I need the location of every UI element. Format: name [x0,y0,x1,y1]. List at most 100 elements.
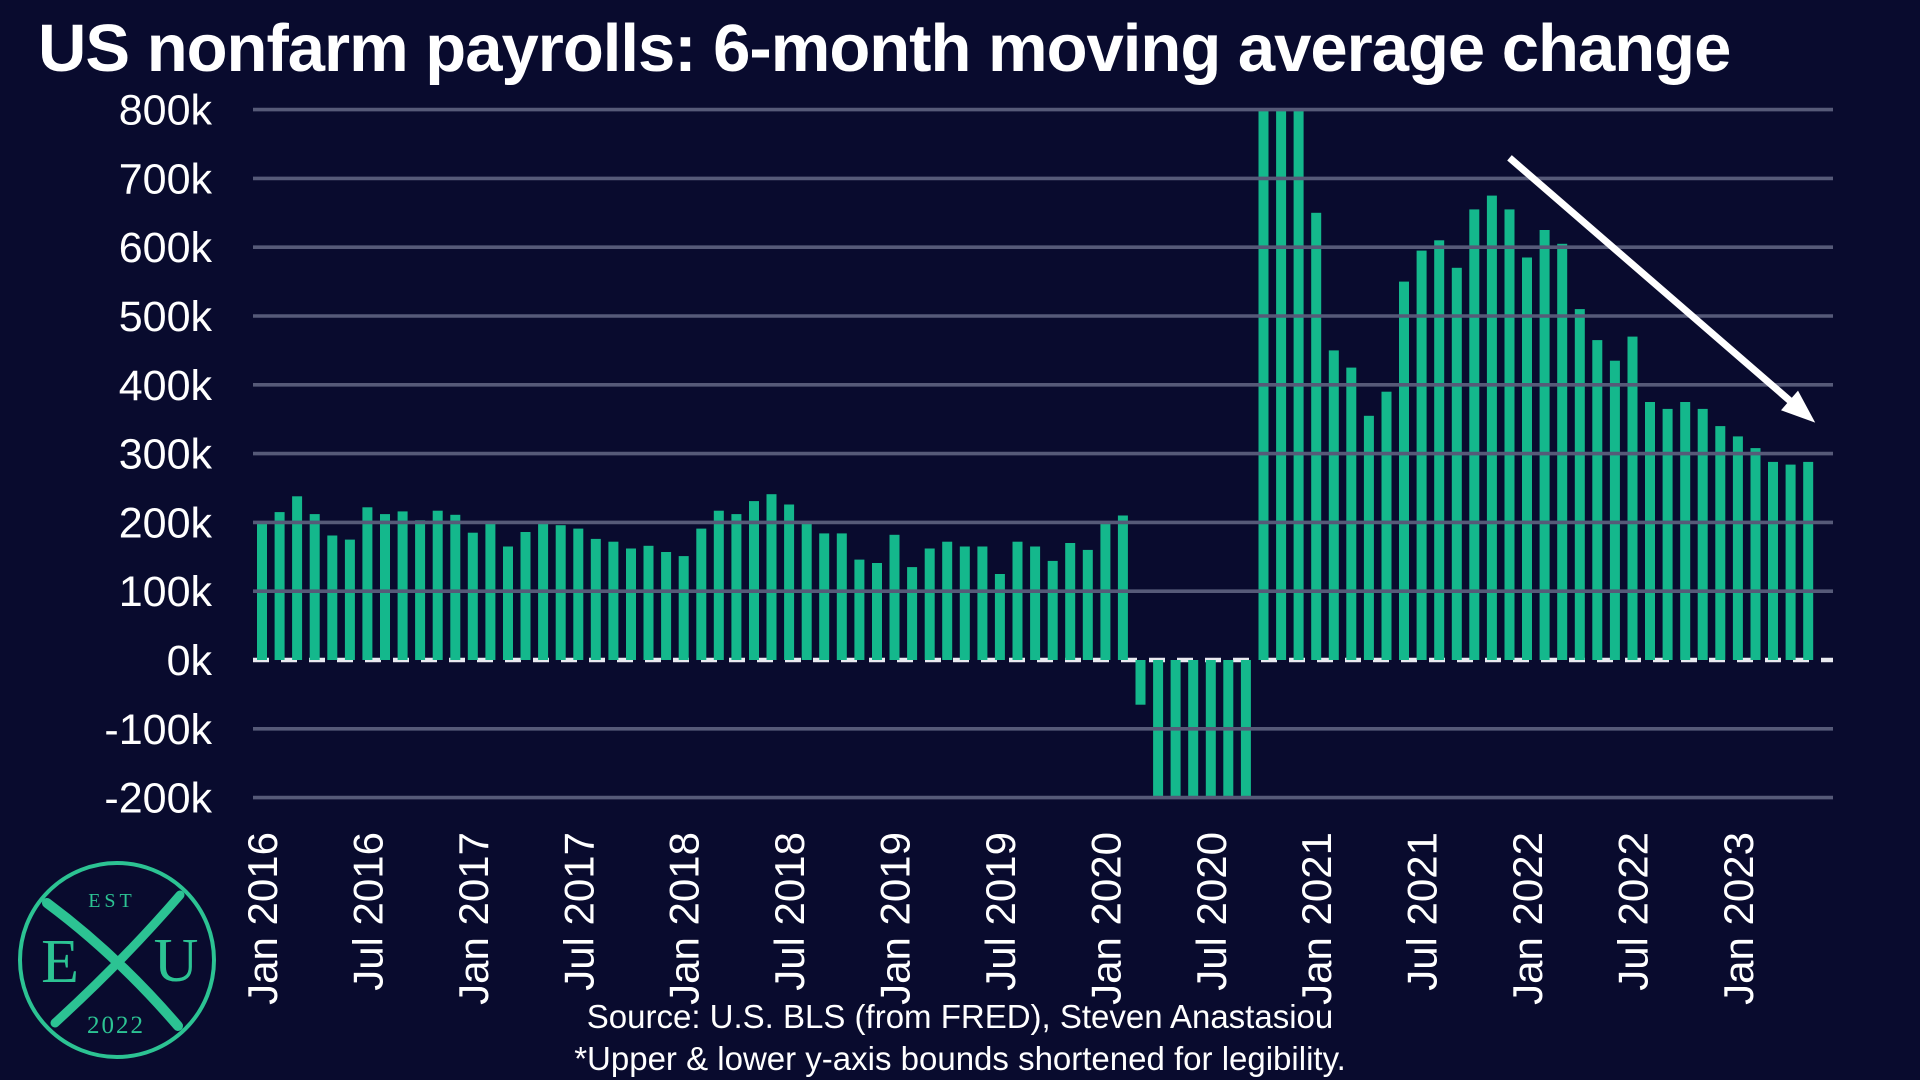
bar-may-2018 [749,501,759,660]
bar-sep-2016 [397,511,408,660]
bar-oct-2021 [1469,209,1480,660]
y-tick-label: 400k [119,362,213,410]
y-axis-labels: 800k 700k 600k 500k 400k 300k 200k 100k 0k -100k -… [104,87,212,823]
bar-oct-2022 [1680,402,1691,660]
bar-sep-2017 [608,541,619,660]
bar-nov-2019 [1065,543,1076,660]
bar-nov-2021 [1486,195,1497,660]
x-tick-label: Jan 2016 [239,832,286,1005]
bar-may-2022 [1592,340,1603,660]
bar-dec-2016 [450,514,461,660]
bar-sep-2018 [819,533,830,660]
source-text: Source: U.S. BLS (from FRED), Steven Ana… [586,998,1334,1035]
y-tick-label: 500k [119,293,213,341]
bar-jun-2018 [766,494,777,660]
bar-mar-2017 [503,546,513,660]
bar-jun-2016 [344,539,355,660]
chart-title: US nonfarm payrolls: 6-month moving aver… [38,11,1731,86]
bar-nov-2022 [1697,408,1708,660]
x-tick-label: Jan 2022 [1504,832,1551,1005]
bar-apr-2019 [942,541,953,660]
bar-apr-2017 [520,532,531,660]
bar-jul-2022 [1627,336,1638,660]
bar-jan-2017 [467,532,478,660]
bar-jan-2023 [1732,436,1743,660]
y-tick-label: 100k [119,568,213,616]
bar-aug-2022 [1645,402,1655,660]
y-tick-label: 300k [119,431,213,479]
bar-jun-2022 [1609,360,1620,660]
bar-may-2019 [959,546,970,660]
bar-oct-2017 [626,548,636,660]
bar-feb-2016 [274,512,285,660]
bar-apr-2023 [1785,464,1796,660]
bar-mar-2021 [1346,367,1357,660]
y-tick-label: 700k [119,155,213,203]
bar-oct-2019 [1047,560,1058,660]
x-tick-label: Jan 2023 [1715,832,1762,1005]
bar-aug-2016 [380,514,390,660]
gridlines [253,107,1833,800]
bar-nov-2018 [854,559,865,660]
bar-jun-2021 [1399,281,1409,660]
y-tick-label: 600k [119,224,213,272]
bar-sep-2021 [1451,267,1462,660]
bar-jul-2019 [994,574,1005,660]
logo-year-label: 2022 [87,1012,145,1039]
x-tick-label: Jul 2017 [555,832,602,991]
bar-mar-2023 [1768,461,1778,660]
x-tick-label: Jan 2017 [450,832,497,1005]
bar-mar-2018 [713,510,724,660]
bar-may-2023 [1803,461,1814,660]
x-tick-label: Jan 2019 [872,832,919,1005]
logo-letter-u: U [154,927,199,995]
bar-feb-2021 [1328,350,1339,660]
bar-feb-2020 [1117,515,1128,660]
logo-x-stroke-right [50,890,185,1028]
trend-arrow [1507,155,1816,423]
bar-jul-2016 [362,507,373,660]
exu-logo: EST 2022 E U [18,861,216,1059]
bar-nov-2016 [432,510,443,660]
y-tick-label: -200k [104,775,212,823]
bar-feb-2019 [907,567,918,660]
y-tick-label: 200k [119,499,213,547]
x-tick-label: Jul 2016 [344,832,391,991]
bar-jun-2019 [977,546,988,660]
x-tick-label: Jul 2018 [766,832,813,991]
x-tick-label: Jul 2022 [1610,832,1657,991]
x-tick-label: Jan 2021 [1293,832,1340,1005]
y-tick-label: 800k [119,87,213,135]
arrow-head [1781,390,1816,423]
bar-dec-2021 [1504,209,1515,660]
bar-jan-2018 [678,556,689,660]
x-tick-label: Jul 2021 [1399,832,1446,991]
bar-sep-2022 [1662,408,1673,660]
bar-sep-2019 [1030,546,1041,660]
x-tick-label: Jan 2018 [661,832,708,1005]
x-axis-labels: Jan 2016 Jul 2016 Jan 2017 Jul 2017 Jan 2018… [239,832,1762,1005]
bar-dec-2022 [1715,426,1726,660]
bar-mar-2019 [924,548,935,660]
footnote-text: *Upper & lower y-axis bounds shortened f… [574,1040,1346,1077]
bar-jul-2017 [573,528,584,660]
y-tick-label: 0k [167,637,213,685]
bar-dec-2018 [872,563,882,660]
bar-apr-2018 [731,514,742,660]
bar-nov-2017 [643,545,654,660]
bar-feb-2018 [696,528,707,660]
bar-feb-2023 [1750,448,1761,660]
logo-letter-e: E [41,928,79,996]
bar-jan-2019 [889,534,900,660]
bar-aug-2019 [1012,541,1023,660]
bar-apr-2022 [1574,309,1585,660]
logo-est-label: EST [88,890,136,912]
bar-feb-2022 [1539,230,1550,660]
bar-dec-2017 [661,552,672,660]
bar-may-2016 [327,535,338,660]
bar-mar-2016 [292,496,303,660]
logo-circle [18,861,216,1059]
bar-aug-2021 [1434,240,1445,661]
